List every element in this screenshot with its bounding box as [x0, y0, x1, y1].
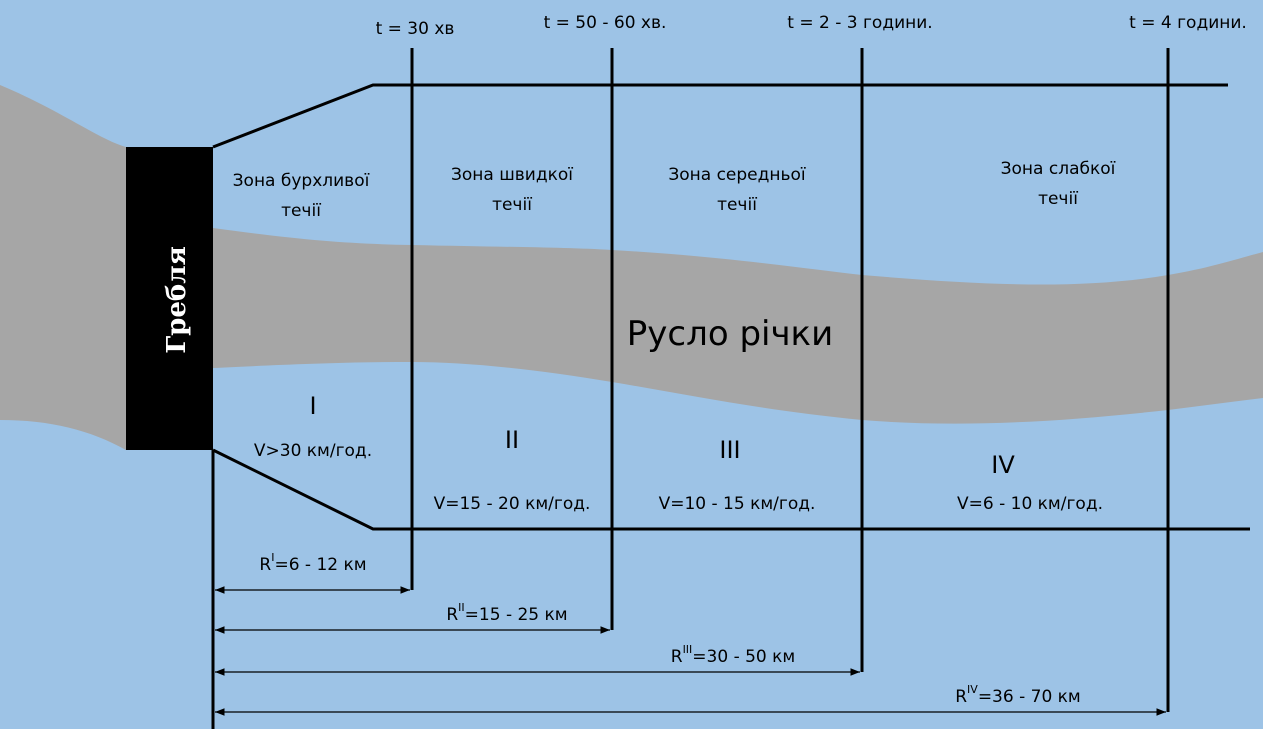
distance-index: III	[683, 643, 693, 656]
zone-numeral: III	[719, 436, 740, 464]
distance-label: RI=6 - 12 км	[259, 551, 366, 575]
distance-symbol: R	[446, 605, 458, 625]
zone-numeral: I	[309, 392, 316, 420]
river-upstream	[0, 85, 126, 450]
distance-index: IV	[967, 683, 978, 696]
time-label: t = 2 - 3 години.	[787, 13, 932, 33]
zone-name: Зона середньої	[668, 165, 806, 185]
zone-speed: V=15 - 20 км/год.	[434, 494, 591, 514]
dam	[126, 147, 213, 450]
time-label: t = 4 години.	[1129, 13, 1247, 33]
distance-range: =30 - 50 км	[692, 647, 795, 667]
zone-name: течії	[281, 201, 321, 221]
zone-name: Зона бурхливої	[233, 171, 370, 191]
zone-speed: V=10 - 15 км/год.	[659, 494, 816, 514]
top-bank	[212, 83, 1228, 149]
distance-index: II	[458, 601, 465, 614]
zone-speed: V=6 - 10 км/год.	[957, 494, 1103, 514]
zone-name: Зона слабкої	[1001, 159, 1116, 179]
zone-name: течії	[1038, 189, 1078, 209]
time-label: t = 50 - 60 хв.	[544, 13, 667, 33]
distance-symbol: R	[671, 647, 683, 667]
distance-index: I	[271, 551, 274, 564]
distance-label: RIII=30 - 50 км	[671, 643, 796, 667]
zone-speed: V>30 км/год.	[254, 441, 372, 461]
distance-range: =6 - 12 км	[274, 555, 366, 575]
distance-range: =36 - 70 км	[978, 687, 1081, 707]
zone-name: течії	[492, 195, 532, 215]
zone-numeral: IV	[991, 451, 1015, 479]
distance-label: RII=15 - 25 км	[446, 601, 567, 625]
dam-label: Гребля	[162, 246, 192, 354]
bottom-bank	[212, 448, 1250, 531]
zone-numeral: II	[505, 426, 519, 454]
river-label: Русло річки	[627, 314, 833, 354]
zone-name: Зона швидкої	[451, 165, 573, 185]
zone-name: течії	[717, 195, 757, 215]
distance-label: RIV=36 - 70 км	[955, 683, 1081, 707]
distance-symbol: R	[955, 687, 967, 707]
river-bed	[213, 228, 1263, 424]
distance-symbol: R	[259, 555, 271, 575]
distance-range: =15 - 25 км	[465, 605, 568, 625]
time-label: t = 30 хв	[376, 19, 455, 39]
